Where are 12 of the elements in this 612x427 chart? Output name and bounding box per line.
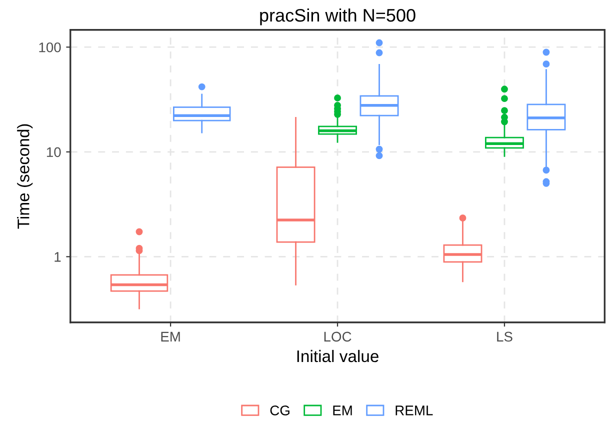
legend-label: REML: [396, 406, 433, 416]
legend-label: EM: [333, 406, 352, 416]
y-tick-label: 1: [54, 252, 61, 262]
y-tick-label: 100: [39, 42, 61, 52]
legend-label: CG: [270, 406, 290, 416]
x-tick-label: LS: [497, 332, 512, 342]
x-tick-label: EM: [161, 332, 180, 342]
x-tick-label: LOC: [324, 332, 352, 342]
chart-title: pracSin with N=500: [260, 8, 416, 26]
y-axis-title: Time (second): [17, 124, 33, 229]
y-tick-label: 10: [46, 147, 61, 158]
x-axis-title: Initial value: [297, 350, 378, 362]
